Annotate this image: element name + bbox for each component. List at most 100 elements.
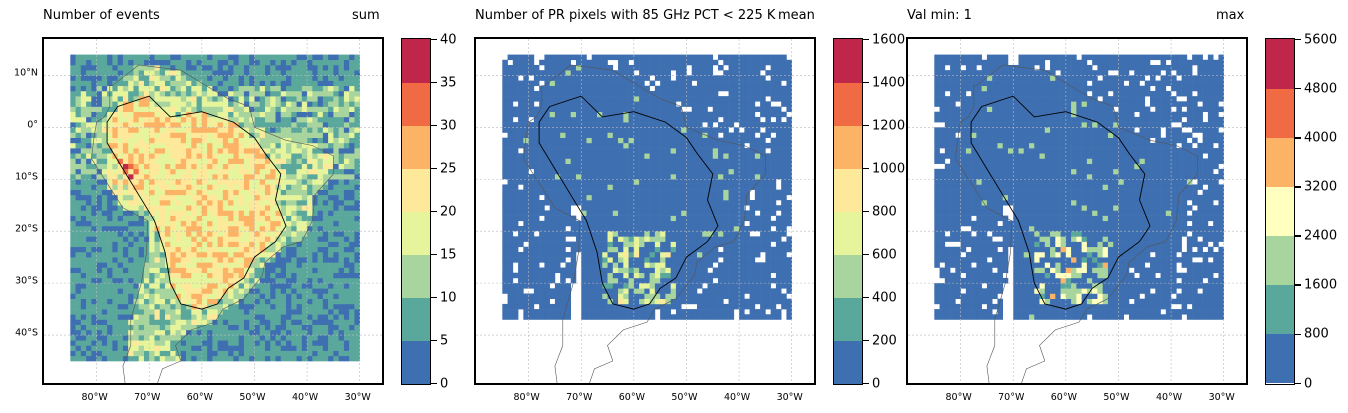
heatmap-cell [333,220,339,227]
heatmap-cell [212,85,218,92]
heatmap-cell [86,194,92,201]
heatmap-cell [207,85,213,92]
heatmap-cell [544,116,550,123]
heatmap-cell [207,272,213,279]
heatmap-cell [654,236,661,242]
heatmap-cell [654,283,661,289]
heatmap-cell [233,355,239,362]
heatmap-cell [149,132,155,138]
heatmap-cell [301,101,308,107]
heatmap-cell [644,116,650,123]
heatmap-cell [618,184,624,190]
heatmap-cell [159,225,166,232]
heatmap-cell [243,225,250,232]
heatmap-cell [507,288,514,294]
heatmap-cell [533,163,540,170]
heatmap-cell [349,324,355,331]
heatmap-cell [539,293,545,299]
heatmap-cell [149,210,155,216]
heatmap-cell [275,122,282,128]
heatmap-cell [322,283,329,289]
heatmap-cell [149,200,155,206]
heatmap-cell [191,225,197,232]
heatmap-cell [101,189,108,196]
heatmap-cell [660,137,666,144]
heatmap-cell [670,179,677,185]
heatmap-cell [254,158,261,164]
heatmap-cell [212,350,218,357]
heatmap-cell [128,122,134,128]
heatmap-cell [280,314,287,320]
heatmap-cell [581,200,587,206]
heatmap-cell [660,189,666,196]
heatmap-cell [512,90,519,97]
heatmap-cell [333,111,339,118]
heatmap-cell [644,70,650,76]
heatmap-cell [533,200,540,206]
heatmap-cell [259,59,266,66]
heatmap-cell [107,225,113,232]
heatmap-cell [133,101,140,107]
heatmap-cell [217,174,224,180]
heatmap-cell [264,246,271,253]
heatmap-cell [191,64,197,71]
heatmap-cell [681,262,687,268]
heatmap-cell [249,335,255,341]
heatmap-cell [518,272,524,279]
heatmap-cell [259,314,266,320]
heatmap-cell [80,90,87,97]
heatmap-cell [343,355,350,362]
heatmap-cell [128,267,134,274]
heatmap-cell [512,272,519,279]
heatmap-cell [154,236,161,242]
heatmap-cell [186,96,192,102]
heatmap-cell [333,64,339,71]
map-svg [44,39,382,383]
heatmap-cell [154,298,161,305]
heatmap-cell [149,257,155,263]
heatmap-cell [607,70,614,76]
heatmap-cell [296,142,303,149]
heatmap-cell [354,329,360,336]
heatmap-cell [80,163,87,170]
heatmap-cell [259,189,266,196]
heatmap-cell [128,132,134,138]
heatmap-cell [549,288,556,294]
heatmap-cell [286,127,292,133]
heatmap-cell [618,283,624,289]
heatmap-cell [112,262,118,268]
heatmap-cell [80,137,87,144]
heatmap-cell [133,59,140,66]
heatmap-cell [307,148,313,154]
heatmap-cell [307,85,313,92]
heatmap-cell [117,80,124,87]
heatmap-cell [623,205,629,211]
heatmap-cell [301,225,308,232]
heatmap-cell [259,303,266,310]
heatmap-cell [623,189,629,196]
heatmap-cell [275,111,282,118]
heatmap-cell [654,205,661,211]
heatmap-cell [170,80,176,87]
heatmap-cell [623,148,629,154]
heatmap-cell [296,241,303,248]
heatmap-cell [91,200,97,206]
heatmap-cell [275,277,282,284]
heatmap-cell [233,80,239,87]
heatmap-cell [201,148,208,154]
heatmap-cell [107,272,113,279]
heatmap-cell [291,335,297,341]
heatmap-cell [312,184,318,190]
heatmap-cell [170,345,176,351]
heatmap-cell [665,174,671,180]
heatmap-cell [633,272,640,279]
heatmap-cell [264,85,271,92]
heatmap-cell [644,220,650,227]
heatmap-cell [597,54,603,61]
heatmap-cell [217,241,224,248]
heatmap-cell [675,59,682,66]
heatmap-cell [201,314,208,320]
heatmap-cell [549,184,556,190]
heatmap-cell [639,283,645,289]
heatmap-cell [343,200,350,206]
